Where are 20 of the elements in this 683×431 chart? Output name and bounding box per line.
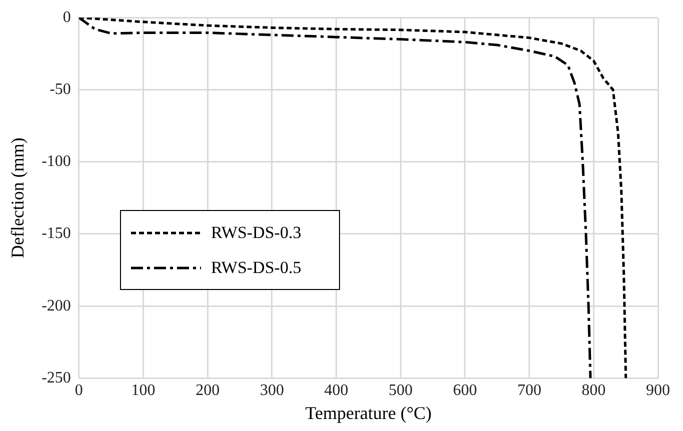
x-tick-label: 500 [388, 382, 413, 400]
x-tick-label: 900 [646, 382, 670, 400]
y-tick-label: -250 [42, 369, 71, 386]
y-tick-label: 0 [62, 8, 71, 26]
y-tick-label: -150 [42, 225, 71, 242]
x-tick-label: 400 [324, 382, 348, 400]
x-tick-label: 600 [452, 382, 477, 400]
x-tick-label: 0 [74, 382, 83, 400]
x-tick-label: 800 [582, 382, 606, 400]
y-tick-label: -50 [50, 80, 71, 98]
legend-label: RWS-DS-0.5 [211, 258, 302, 278]
y-axis-title: Deflection (mm) [8, 138, 28, 258]
legend-label: RWS-DS-0.3 [211, 222, 302, 242]
x-axis-title: Temperature (°C) [305, 402, 432, 423]
x-tick-label: 300 [260, 382, 284, 400]
x-tick-label: 200 [196, 382, 220, 400]
y-tick-label: -200 [42, 297, 71, 314]
x-tick-label: 100 [131, 382, 156, 400]
x-tick-label: 700 [517, 382, 542, 400]
y-tick-label: -100 [42, 153, 71, 170]
